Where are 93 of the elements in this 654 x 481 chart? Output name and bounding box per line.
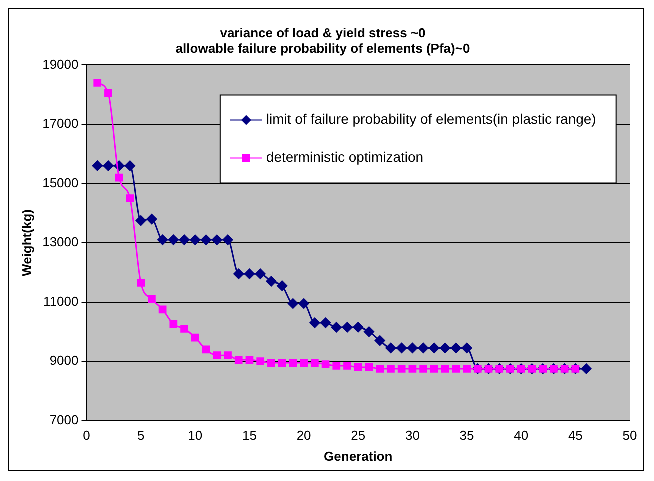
- x-tick-label: 50: [622, 428, 638, 444]
- y-tick-label: 15000: [42, 175, 79, 190]
- x-tick-label: 10: [188, 428, 203, 444]
- point: [202, 346, 210, 354]
- point: [452, 365, 460, 373]
- point: [298, 298, 310, 309]
- point: [168, 234, 179, 246]
- point: [450, 342, 462, 354]
- point: [462, 342, 472, 354]
- x-tick-label: 25: [351, 428, 366, 444]
- x-tick-label: 35: [460, 428, 474, 444]
- point: [332, 362, 341, 370]
- point: [179, 234, 190, 246]
- point: [344, 362, 352, 370]
- point: [429, 342, 440, 354]
- point: [463, 365, 471, 373]
- point: [386, 342, 396, 354]
- point: [387, 365, 395, 373]
- point: [92, 160, 103, 172]
- point: [408, 365, 417, 373]
- legend-label: limit of failure probability of elements(in plastic range): [266, 111, 596, 128]
- point: [137, 279, 146, 287]
- point: [398, 365, 406, 373]
- point: [212, 234, 222, 246]
- point: [115, 174, 124, 182]
- y-tick-label: 13000: [42, 234, 79, 250]
- point: [441, 365, 450, 373]
- point: [331, 322, 342, 333]
- point: [581, 364, 592, 374]
- x-axis-title: Generation: [324, 448, 393, 464]
- point: [136, 216, 146, 226]
- y-tick-label: 11000: [44, 294, 79, 309]
- point: [246, 356, 254, 364]
- point: [103, 160, 114, 172]
- point: [201, 234, 212, 246]
- point: [288, 298, 298, 309]
- y-tick-label: 9000: [50, 353, 79, 368]
- point: [158, 306, 167, 314]
- point: [126, 194, 134, 202]
- point: [148, 295, 156, 304]
- point: [376, 365, 384, 373]
- point: [310, 359, 319, 367]
- point: [310, 318, 320, 328]
- point: [124, 160, 136, 172]
- point: [277, 280, 288, 292]
- point: [213, 352, 222, 360]
- point: [342, 322, 353, 333]
- point: [322, 360, 330, 368]
- point: [255, 268, 266, 280]
- point: [289, 359, 298, 367]
- point: [365, 364, 374, 372]
- point: [222, 234, 234, 246]
- point: [256, 358, 265, 366]
- point: [180, 325, 188, 333]
- point: [190, 234, 201, 246]
- point: [353, 322, 364, 333]
- point: [234, 356, 243, 364]
- point: [94, 79, 102, 87]
- point: [364, 326, 374, 338]
- x-tick-label: 30: [405, 428, 420, 444]
- point: [320, 318, 332, 328]
- legend-label: deterministic optimization: [266, 149, 424, 166]
- point: [244, 268, 255, 280]
- x-tick-label: 15: [242, 428, 257, 444]
- point: [407, 342, 418, 354]
- point: [170, 320, 178, 328]
- point: [420, 365, 428, 373]
- point: [440, 342, 451, 354]
- point: [354, 364, 362, 372]
- point: [234, 268, 244, 280]
- x-tick-label: 0: [83, 428, 90, 444]
- y-tick-label: 17000: [42, 116, 79, 132]
- point: [268, 359, 276, 367]
- chart-title: variance of load & yield stress ~0 allowable failure probability of elements (Pfa)~0: [176, 25, 470, 56]
- point: [430, 365, 438, 373]
- point: [374, 336, 386, 346]
- point: [224, 352, 232, 360]
- point: [191, 334, 200, 342]
- y-axis-title: Weight(kg): [19, 210, 34, 276]
- point: [278, 359, 286, 367]
- x-tick-label: 40: [514, 428, 529, 444]
- point: [104, 89, 112, 98]
- point: [146, 214, 158, 225]
- point: [266, 276, 277, 287]
- point: [300, 359, 308, 367]
- y-tick-label: 19000: [42, 56, 79, 72]
- x-tick-label: 45: [568, 428, 583, 444]
- point: [396, 342, 408, 354]
- x-tick-label: 5: [137, 428, 145, 444]
- point: [418, 342, 429, 354]
- y-tick-label: 7000: [50, 412, 79, 428]
- point: [158, 234, 168, 246]
- x-tick-label: 20: [296, 428, 312, 444]
